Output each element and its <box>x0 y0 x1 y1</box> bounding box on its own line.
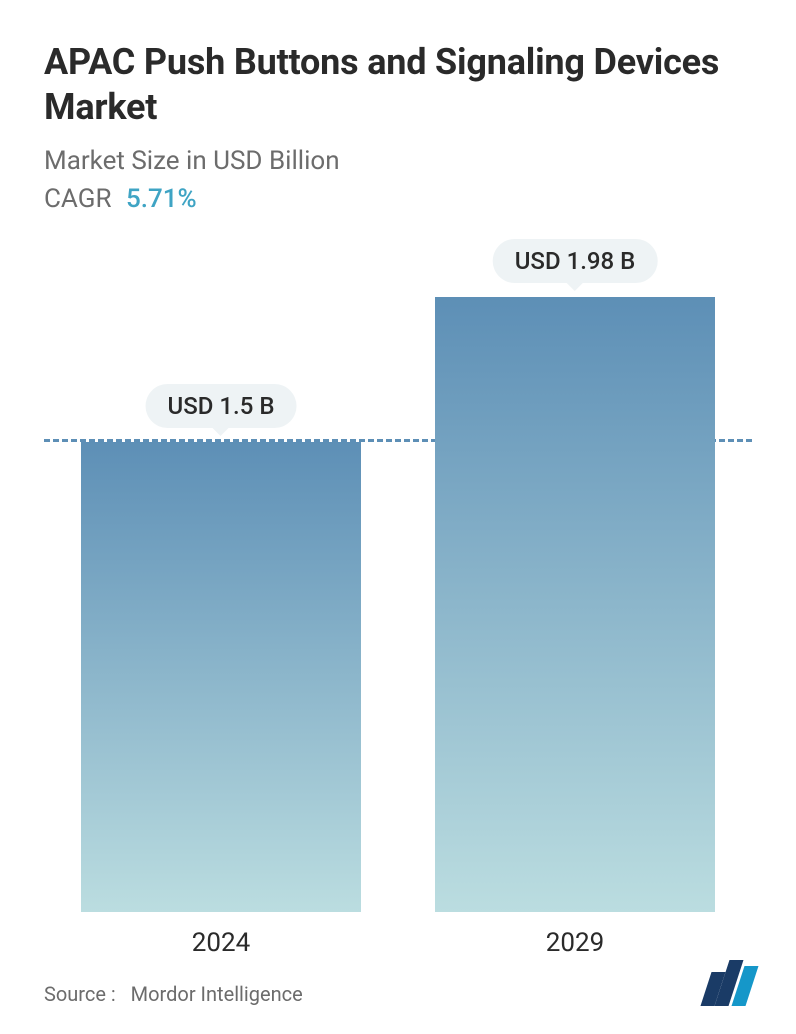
brand-logo-icon <box>706 960 752 1006</box>
x-axis-labels: 2024 2029 <box>44 928 752 958</box>
bars-row: USD 1.5 B USD 1.98 B <box>44 272 752 912</box>
bar-slot-0: USD 1.5 B <box>81 272 361 912</box>
value-pill-1: USD 1.98 B <box>493 239 658 283</box>
x-label-0: 2024 <box>81 928 361 958</box>
chart-canvas: APAC Push Buttons and Signaling Devices … <box>0 0 796 1034</box>
value-pill-0: USD 1.5 B <box>146 384 297 428</box>
bar-slot-1: USD 1.98 B <box>435 272 715 912</box>
chart-title: APAC Push Buttons and Signaling Devices … <box>44 40 752 130</box>
bar-1 <box>435 297 715 912</box>
x-label-1: 2029 <box>435 928 715 958</box>
footer: Source : Mordor Intelligence <box>44 960 752 1006</box>
cagr-value: 5.71% <box>126 184 197 214</box>
bar-0 <box>81 442 361 912</box>
source-label: Source : <box>44 982 116 1006</box>
chart-area: USD 1.5 B USD 1.98 B 2024 2029 <box>44 272 752 912</box>
cagr-label: CAGR <box>44 184 111 214</box>
source-text: Source : Mordor Intelligence <box>44 982 303 1006</box>
cagr-row: CAGR 5.71% <box>44 184 752 214</box>
chart-subtitle: Market Size in USD Billion <box>44 146 752 176</box>
source-value: Mordor Intelligence <box>131 982 303 1006</box>
